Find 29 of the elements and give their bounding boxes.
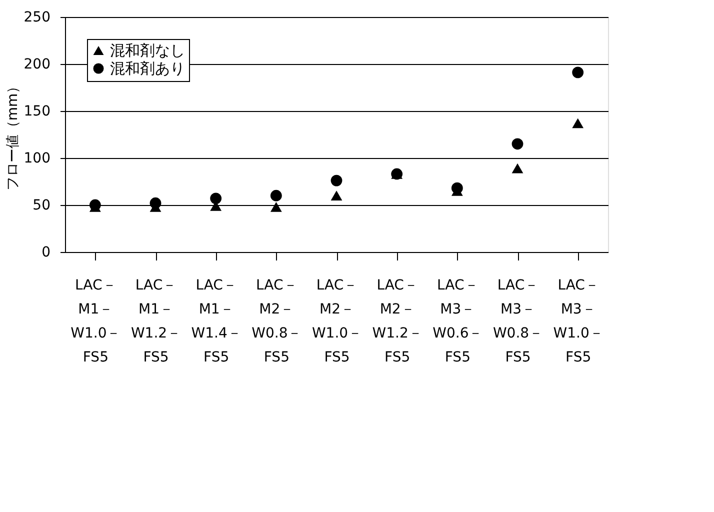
x-tick-label: LAC－M2－W1.2－FS5 [372,278,422,366]
x-tick-label: LAC－M3－W0.8－FS5 [492,278,544,366]
x-tick-label: LAC－M3－W0.6－FS5 [432,278,483,366]
y-tick-label: 100 [24,150,50,166]
point [451,182,463,194]
point [572,66,584,78]
point [270,190,282,202]
point [512,163,524,174]
x-tick-label: LAC－M1－W1.0－FS5 [70,278,121,366]
legend-label: 混和剤あり [110,60,185,78]
point [270,202,282,212]
y-tick-label: 150 [24,104,50,120]
x-tick-label: LAC－M3－W1.0－FS5 [553,278,604,366]
x-tick-label: LAC－M2－W1.0－FS5 [312,278,362,366]
point [210,192,222,204]
y-tick-label: 50 [32,198,50,214]
y-axis-title: フロー値（mm） [4,79,21,191]
point [150,197,162,209]
x-tick-label: LAC－M1－W1.2－FS5 [130,278,182,366]
point [572,118,584,128]
point [330,174,342,186]
y-tick-label: 200 [24,56,50,72]
legend-label: 混和剤なし [110,42,185,60]
x-tick-label: LAC－M2－W0.8－FS5 [252,278,302,366]
y-tick-label: 0 [42,244,50,260]
x-tick-label: LAC－M1－W1.4－FS5 [191,278,242,366]
point [330,190,342,201]
point [512,138,524,150]
y-tick-label: 250 [24,10,50,26]
